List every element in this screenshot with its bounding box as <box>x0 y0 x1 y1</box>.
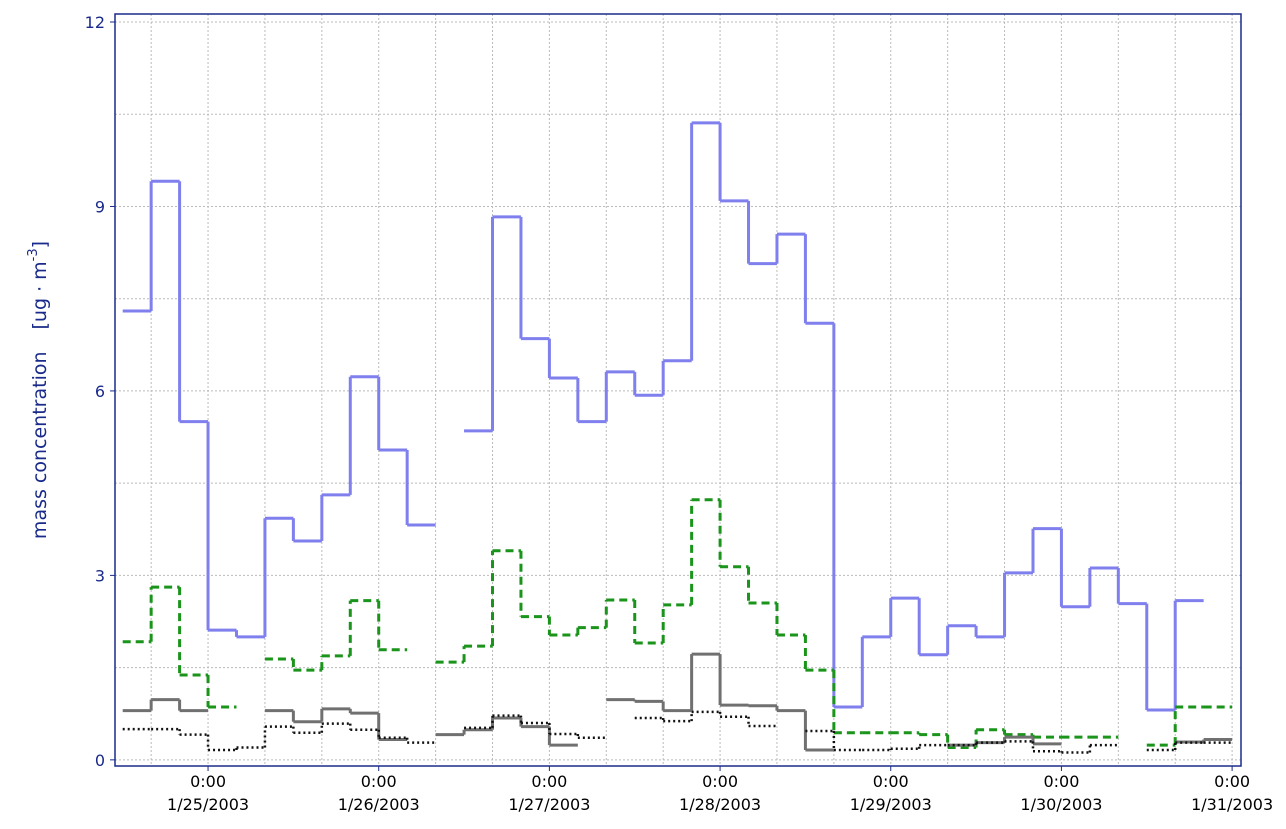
x-tick-label: 0:00 <box>1043 772 1079 791</box>
x-tick-label: 1/26/2003 <box>338 795 420 814</box>
y-label-sup: -3 <box>26 248 41 261</box>
series <box>122 498 1233 750</box>
y-tick-label: 9 <box>95 197 105 216</box>
y-tick-label: 0 <box>95 751 105 770</box>
y-label-part: ] <box>29 241 51 248</box>
series <box>122 652 1233 752</box>
x-tick-label: 0:00 <box>873 772 909 791</box>
x-tick-label: 0:00 <box>702 772 738 791</box>
x-tick-label: 0:00 <box>1214 772 1250 791</box>
y-tick-label: 3 <box>95 566 105 585</box>
x-tick-label: 0:00 <box>190 772 226 791</box>
x-tick-label: 1/31/2003 <box>1191 795 1273 814</box>
y-tick-label: 6 <box>95 382 105 401</box>
y-label-part: [ug · m <box>29 261 51 329</box>
y-label-part: mass concentration <box>29 351 51 539</box>
series <box>122 121 1204 712</box>
y-tick-label: 12 <box>85 13 105 32</box>
x-tick-label: 0:00 <box>361 772 397 791</box>
x-tick-label: 1/27/2003 <box>508 795 590 814</box>
series <box>122 710 1233 754</box>
x-tick-label: 1/29/2003 <box>850 795 932 814</box>
y-axis-label: mass concentration [ug · m-3] <box>26 241 51 539</box>
plot-frame <box>114 13 1242 767</box>
x-tick-label: 0:00 <box>531 772 567 791</box>
x-tick-label: 1/28/2003 <box>679 795 761 814</box>
x-tick-label: 1/25/2003 <box>167 795 249 814</box>
x-tick-label: 1/30/2003 <box>1020 795 1102 814</box>
